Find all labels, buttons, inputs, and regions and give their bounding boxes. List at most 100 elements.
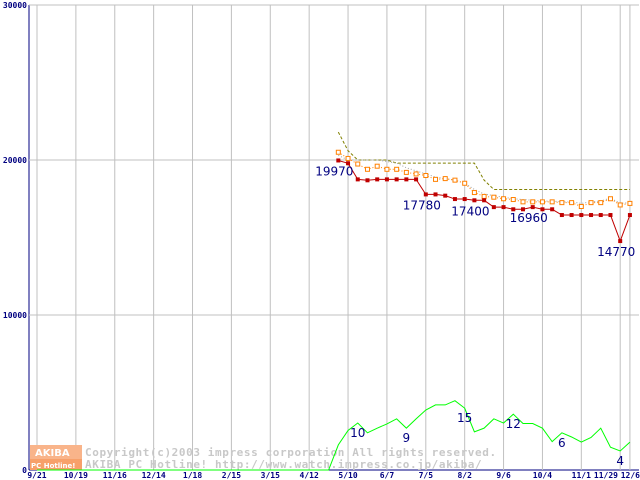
- y-tick-label: 30000: [3, 1, 27, 10]
- min-price-label: 16960: [510, 211, 548, 225]
- min-price-marker: [433, 192, 438, 197]
- average-price-marker: [607, 196, 613, 202]
- average-price-marker: [413, 171, 419, 177]
- shop-count-label: 10: [350, 426, 365, 440]
- logo-top-text: AKIBA: [35, 448, 70, 459]
- x-tick-label: 6/7: [380, 471, 395, 480]
- x-tick-label: 11/1: [572, 471, 591, 480]
- data-labels: 10 9 15 12 6 4 19970 17780 17400 16960 14770: [315, 164, 635, 467]
- average-price-marker: [549, 199, 555, 205]
- shop-count-label: 4: [616, 454, 624, 468]
- x-tick-label: 9/21: [27, 471, 46, 480]
- average-price-marker: [578, 204, 584, 209]
- watermark: AKIBA PC Hotline! Copyright(c)2003 impre…: [30, 445, 497, 471]
- min-price-marker: [452, 197, 457, 202]
- average-price-marker: [627, 200, 633, 206]
- min-price-marker: [530, 205, 535, 210]
- x-tick-label: 7/5: [419, 471, 434, 480]
- min-price-label: 14770: [597, 245, 635, 259]
- min-price-marker: [559, 213, 564, 218]
- y-tick-label: 10000: [3, 311, 27, 320]
- x-axis-ticks: 9/21 10/19 11/16 12/14 1/18 2/15 3/15 4/12 5/10 6…: [27, 471, 640, 480]
- min-price-marker: [521, 207, 525, 212]
- min-price-marker: [404, 177, 409, 182]
- average-price-marker: [569, 200, 575, 206]
- min-price-marker: [482, 198, 487, 203]
- min-price-marker: [423, 192, 428, 197]
- average-price-marker: [364, 166, 370, 172]
- average-price-marker: [462, 180, 468, 186]
- x-tick-label: 10/4: [533, 471, 552, 480]
- min-price-marker: [540, 207, 545, 212]
- x-tick-label: 2/15: [222, 471, 241, 480]
- average-price-marker: [510, 197, 516, 203]
- average-price-marker: [442, 176, 448, 182]
- y-axis-ticks: 0 10000 20000 30000: [3, 1, 27, 475]
- min-price-marker: [491, 205, 496, 210]
- min-price-marker: [589, 213, 594, 218]
- x-tick-label: 8/2: [457, 471, 472, 480]
- min-price-marker: [443, 193, 448, 198]
- average-price-marker: [452, 177, 458, 183]
- average-price-marker: [491, 194, 497, 200]
- x-tick-label: 10/19: [64, 471, 88, 480]
- min-price-label: 17400: [451, 204, 489, 218]
- logo-top-box: [30, 445, 82, 459]
- x-tick-label: 11/16: [103, 471, 127, 480]
- average-price-marker: [588, 200, 594, 206]
- x-tick-label: 1/18: [183, 471, 202, 480]
- min-price-marker: [375, 177, 380, 182]
- min-price-marker: [598, 213, 603, 218]
- average-price-marker: [481, 193, 487, 199]
- min-price-marker: [501, 205, 506, 210]
- min-price-marker: [355, 177, 360, 182]
- logo-bottom-text: PC Hotline!: [31, 462, 75, 470]
- min-price-marker: [462, 197, 467, 202]
- min-price-marker: [550, 207, 555, 212]
- min-price-marker: [414, 177, 419, 182]
- average-price-marker: [617, 202, 623, 208]
- average-price-marker: [559, 200, 565, 206]
- average-price-marker: [403, 169, 409, 175]
- average-price-marker: [374, 163, 380, 169]
- shop-count-label: 15: [457, 411, 472, 425]
- min-price-marker: [346, 161, 351, 166]
- copyright-text: Copyright(c)2003 impress corporation All…: [85, 446, 497, 459]
- average-price-marker: [530, 199, 536, 205]
- min-price-marker: [394, 177, 399, 182]
- x-tick-label: 5/10: [338, 471, 357, 480]
- y-tick-label: 20000: [3, 156, 27, 165]
- x-tick-label: 11/29: [594, 471, 618, 480]
- shop-count-label: 6: [558, 436, 566, 450]
- url-text: AKIBA PC Hotline! http://www.watch.impre…: [85, 458, 482, 471]
- min-price-marker: [627, 213, 632, 218]
- min-price-marker: [511, 207, 516, 212]
- average-price-marker: [520, 199, 526, 205]
- average-price-marker: [598, 200, 604, 206]
- min-price-marker: [384, 177, 389, 182]
- min-price-marker: [618, 239, 623, 244]
- min-price-marker: [608, 213, 613, 218]
- average-price-marker: [433, 176, 439, 182]
- shop-count-label: 9: [403, 431, 411, 445]
- y-tick-label: 0: [22, 466, 27, 475]
- average-price-marker: [355, 161, 361, 167]
- x-tick-label: 12/14: [142, 471, 166, 480]
- min-price-marker: [579, 213, 584, 218]
- min-price-marker: [365, 178, 370, 183]
- average-price-marker: [335, 149, 341, 155]
- average-price-marker: [423, 173, 429, 178]
- series-layer: [37, 131, 633, 471]
- x-tick-label: 4/12: [300, 471, 319, 480]
- average-price-marker: [345, 155, 351, 161]
- average-price-marker: [394, 166, 400, 172]
- shop-count-line: [37, 400, 631, 471]
- average-price-marker: [501, 196, 507, 202]
- logo-bottom-box: [30, 459, 82, 470]
- shop-count-label: 12: [506, 417, 521, 431]
- average-price-marker: [539, 199, 545, 205]
- max-price-line: [337, 131, 630, 190]
- min-price-marker: [336, 158, 341, 163]
- x-tick-label: 12/6: [621, 471, 640, 480]
